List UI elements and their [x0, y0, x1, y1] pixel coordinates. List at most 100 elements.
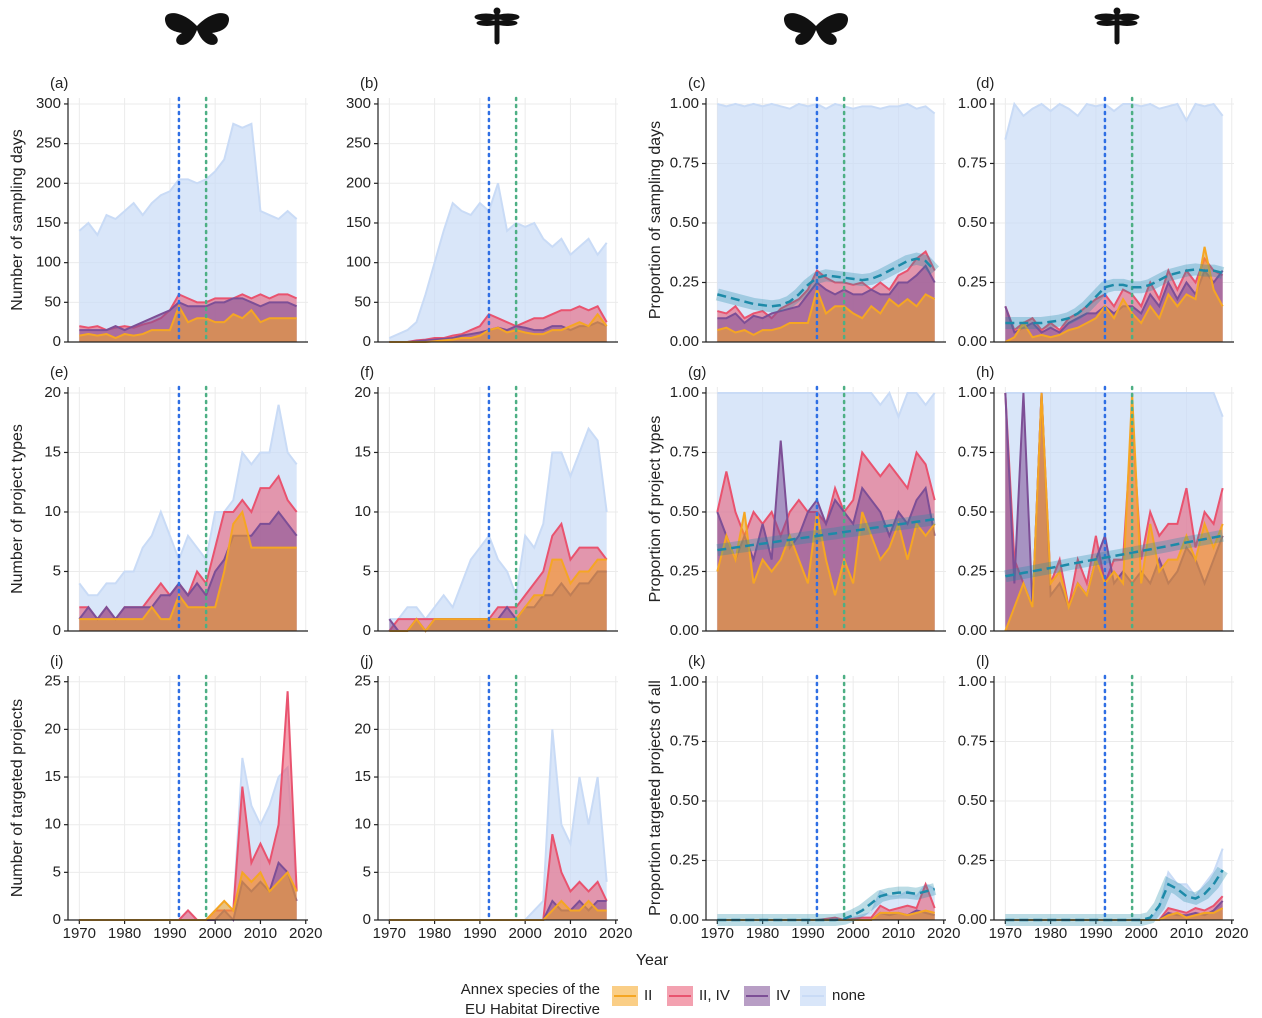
- series-line: [717, 264, 936, 325]
- panel: 0.00 0.25 0.50 0.75 1.00 (g) Proportion of pro…: [647, 364, 946, 639]
- y-axis-label: Number of project types: [9, 424, 26, 594]
- series-line: [79, 509, 297, 621]
- panel-label: (c): [688, 75, 706, 92]
- panel-label: (k): [688, 653, 706, 670]
- y-tick-label: 0: [363, 622, 371, 639]
- y-axis-label: Number of targeted projects: [9, 699, 26, 897]
- y-tick-label: 0.75: [958, 154, 987, 171]
- y-tick-label: 0: [363, 911, 371, 928]
- x-tick-label: 1980: [108, 925, 141, 942]
- x-tick-label: 1980: [746, 925, 779, 942]
- panel: 1970 1980 1990 2000 2010 2020 0.00 0.25 0.50 0.75…: [958, 653, 1249, 942]
- panel-label: (f): [360, 364, 374, 381]
- series-line: [717, 390, 936, 420]
- area: [1005, 908, 1223, 920]
- series-line: [79, 303, 297, 340]
- series-line: [1004, 246, 1224, 343]
- area: [79, 691, 297, 920]
- y-tick-label: 0.25: [670, 562, 699, 579]
- legend-label: none: [832, 987, 865, 1004]
- dragonfly-icon: [474, 7, 1140, 45]
- x-tick-label: 2000: [198, 925, 231, 942]
- panel: 0 5 10 15 20 (f): [354, 364, 618, 639]
- series-line: [1004, 101, 1224, 140]
- legend-entry: none: [800, 986, 865, 1006]
- y-tick-label: 0.50: [958, 214, 987, 231]
- y-tick-label: 200: [36, 174, 61, 191]
- y-tick-label: 0.75: [670, 154, 699, 171]
- legend-entry: IV: [744, 986, 790, 1006]
- area: [1005, 246, 1223, 342]
- y-tick-label: 100: [36, 254, 61, 271]
- panel: 0 5 10 15 20 (e) Number of project types: [9, 364, 308, 639]
- y-tick-label: 0.25: [958, 562, 987, 579]
- y-tick-label: 15: [44, 768, 61, 785]
- y-tick-label: 0: [53, 333, 61, 350]
- y-tick-label: 300: [346, 95, 371, 112]
- panel: 0 50 100 150 200 250 300 (b): [346, 75, 618, 350]
- y-tick-label: 0.25: [958, 273, 987, 290]
- y-tick-label: 0: [363, 333, 371, 350]
- x-tick-label: 2010: [1170, 925, 1203, 942]
- x-tick-label: 1990: [463, 925, 496, 942]
- trend-line: [717, 517, 935, 552]
- y-tick-label: 20: [354, 384, 371, 401]
- y-tick-label: 5: [53, 562, 61, 579]
- y-tick-label: 100: [346, 254, 371, 271]
- legend-label: IV: [776, 987, 790, 1004]
- x-tick-label: 1990: [153, 925, 186, 942]
- y-axis-label: Proportion targeted projects of all: [647, 680, 664, 916]
- x-tick-label: 2020: [927, 925, 960, 942]
- trend-line: [717, 257, 936, 308]
- legend-entry: II: [612, 986, 652, 1006]
- y-tick-label: 20: [44, 384, 61, 401]
- area: [79, 123, 297, 342]
- y-tick-label: 0.50: [670, 214, 699, 231]
- x-tick-label: 1990: [791, 925, 824, 942]
- y-tick-label: 0.00: [958, 911, 987, 928]
- panel: 1970 1980 1990 2000 2010 2020 0.00 0.25 0.50 0.75…: [647, 653, 960, 942]
- y-tick-label: 0.75: [958, 443, 987, 460]
- y-tick-label: 10: [354, 503, 371, 520]
- series-line: [78, 404, 298, 597]
- y-tick-label: 0.50: [958, 503, 987, 520]
- x-tick-label: 1970: [373, 925, 406, 942]
- panel: 1970 1980 1990 2000 2010 2020 0 5 10 15 20 25 (i) Num…: [9, 653, 322, 942]
- legend-title: Annex species of the: [461, 981, 600, 998]
- y-tick-label: 1.00: [958, 673, 987, 690]
- y-tick-label: 1.00: [958, 95, 987, 112]
- series-line: [1004, 392, 1224, 632]
- y-tick-label: 0.50: [958, 792, 987, 809]
- y-tick-label: 5: [363, 562, 371, 579]
- series-line: [388, 182, 608, 339]
- y-tick-label: 0.00: [958, 622, 987, 639]
- panel: 0.00 0.25 0.50 0.75 1.00 (h): [958, 364, 1234, 639]
- y-tick-label: 0: [53, 622, 61, 639]
- y-tick-label: 1.00: [670, 95, 699, 112]
- x-tick-label: 1970: [63, 925, 96, 942]
- y-tick-label: 0.00: [670, 622, 699, 639]
- area: [79, 872, 297, 920]
- y-tick-label: 0.75: [670, 732, 699, 749]
- panel: 0 50 100 150 200 250 300 (a) Number of sampling …: [9, 75, 308, 350]
- x-tick-label: 2010: [554, 925, 587, 942]
- panel-label: (j): [360, 653, 373, 670]
- panel-label: (a): [50, 75, 68, 92]
- y-tick-label: 150: [346, 214, 371, 231]
- y-tick-label: 0.75: [958, 732, 987, 749]
- area: [717, 511, 935, 631]
- y-tick-label: 15: [354, 768, 371, 785]
- x-tick-label: 2000: [508, 925, 541, 942]
- y-tick-label: 15: [354, 443, 371, 460]
- x-tick-label: 1980: [1034, 925, 1067, 942]
- series-line: [78, 122, 298, 237]
- series-line: [717, 249, 936, 320]
- panel: 0.00 0.25 0.50 0.75 1.00 (d): [958, 75, 1234, 350]
- y-tick-label: 0.25: [670, 851, 699, 868]
- panel-label: (g): [688, 364, 706, 381]
- y-tick-label: 0.00: [670, 333, 699, 350]
- y-tick-label: 20: [354, 720, 371, 737]
- series-line: [388, 521, 608, 632]
- y-tick-label: 20: [44, 720, 61, 737]
